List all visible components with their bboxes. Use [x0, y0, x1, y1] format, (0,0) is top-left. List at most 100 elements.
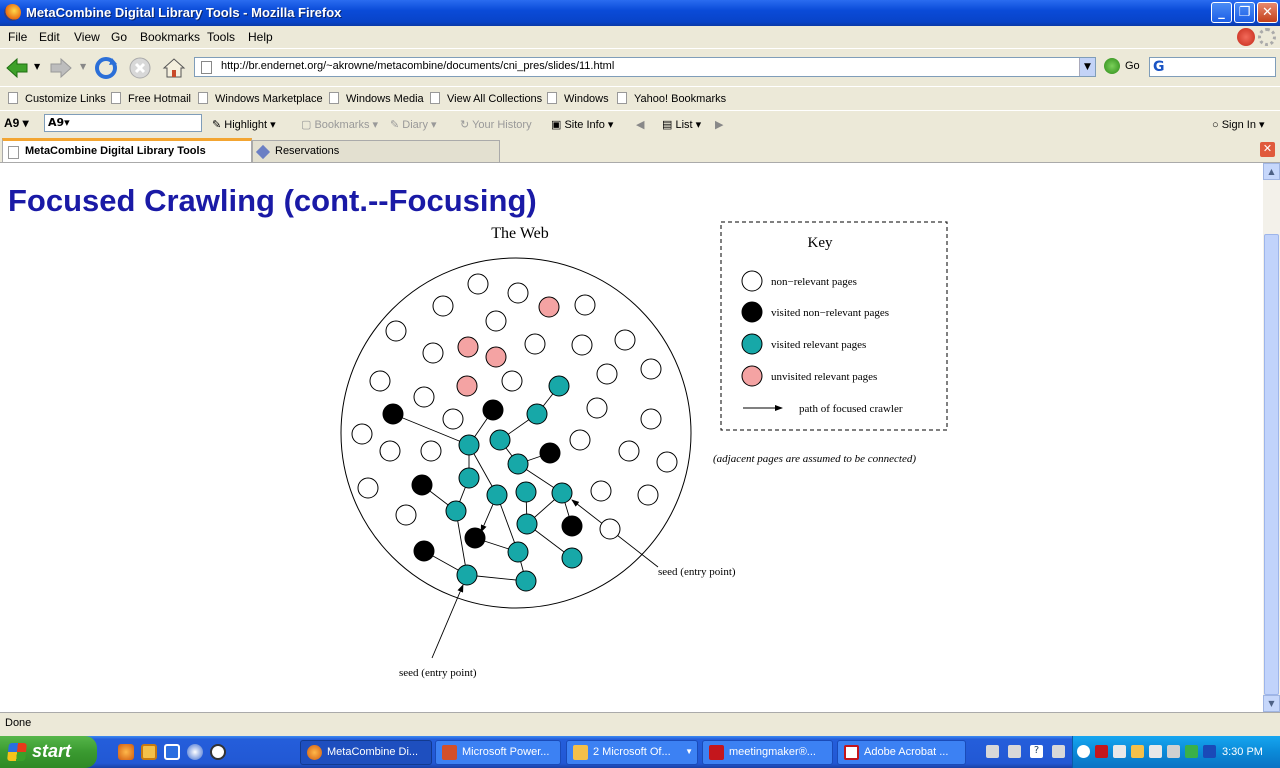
url-bar[interactable]: http://br.endernet.org/~akrowne/metacomb…: [194, 57, 1096, 77]
reload-button[interactable]: [93, 55, 119, 81]
web-label: The Web: [491, 225, 549, 242]
url-dropdown-icon[interactable]: ▼: [1079, 58, 1095, 76]
go-icon[interactable]: [1104, 58, 1120, 74]
next-arrow-icon[interactable]: ▶: [715, 119, 724, 131]
forward-button[interactable]: [48, 55, 74, 81]
scroll-down-icon[interactable]: ▼: [1263, 695, 1280, 712]
menu-tools[interactable]: Tools: [207, 30, 236, 44]
scroll-up-icon[interactable]: ▲: [1263, 163, 1280, 180]
tray-help-icon[interactable]: ?: [1030, 745, 1043, 758]
windows-flag-icon: [7, 743, 27, 761]
close-tab-button[interactable]: ✕: [1260, 142, 1275, 157]
link-yahoo-bookmarks[interactable]: Yahoo! Bookmarks: [617, 92, 726, 105]
diary-button[interactable]: ✎ Diary ▾: [390, 119, 437, 131]
site-info-button[interactable]: ▣ Site Info ▾: [551, 119, 614, 131]
menu-bookmarks[interactable]: Bookmarks: [140, 30, 201, 44]
link-view-all-collections[interactable]: View All Collections: [430, 92, 542, 105]
task-firefox[interactable]: MetaCombine Di...: [300, 740, 432, 765]
nonrelevant-page-node: [385, 320, 407, 342]
forward-dropdown-icon[interactable]: ▼: [80, 62, 87, 71]
tray-display-icon[interactable]: [1167, 745, 1180, 758]
link-windows-marketplace[interactable]: Windows Marketplace: [198, 92, 323, 105]
menu-edit[interactable]: Edit: [39, 30, 60, 44]
google-search-icon[interactable]: G: [1153, 59, 1165, 75]
task-meetingmaker[interactable]: meetingmaker®...: [702, 740, 833, 765]
prev-arrow-icon[interactable]: ◀: [636, 119, 645, 131]
media-quicklaunch-icon[interactable]: [187, 744, 203, 760]
visited-nonrelevant-node: [561, 515, 583, 537]
menu-file[interactable]: File: [8, 30, 28, 44]
yahoo-logo-icon[interactable]: A9 ▾: [4, 116, 29, 130]
go-button[interactable]: Go: [1125, 60, 1140, 72]
nonrelevant-page-node: [485, 310, 507, 332]
tab-metacombine[interactable]: MetaCombine Digital Library Tools: [2, 138, 252, 162]
close-button[interactable]: ✕: [1257, 2, 1278, 23]
focused-crawling-diagram: The Web: [340, 221, 948, 679]
nonrelevant-page-node: [422, 342, 444, 364]
tray-network-icon[interactable]: [1095, 745, 1108, 758]
task-outlook-group[interactable]: 2 Microsoft Of... ▼: [566, 740, 698, 765]
history-button[interactable]: ↻ Your History: [460, 119, 532, 131]
menu-view[interactable]: View: [74, 30, 100, 44]
nonrelevant-page-node: [507, 282, 529, 304]
list-button[interactable]: ▤ List ▾: [662, 119, 702, 131]
seed-label-bottom: seed (entry point): [399, 667, 477, 679]
nonrelevant-page-node: [432, 295, 454, 317]
search-engine-icon[interactable]: A9▾: [48, 116, 70, 129]
link-windows[interactable]: Windows: [547, 92, 609, 105]
visited-relevant-node: [456, 564, 478, 586]
tray-window-icon[interactable]: [1052, 745, 1065, 758]
menu-go[interactable]: Go: [111, 30, 128, 44]
link-free-hotmail[interactable]: Free Hotmail: [111, 92, 191, 105]
nonrelevant-page-node: [596, 363, 618, 385]
tray-tool-icon[interactable]: [986, 745, 999, 758]
stop-button[interactable]: [127, 55, 153, 81]
sign-in-button[interactable]: ○ Sign In ▾: [1212, 119, 1265, 131]
minimize-button[interactable]: _: [1211, 2, 1232, 23]
task-powerpoint[interactable]: Microsoft Power...: [435, 740, 561, 765]
calendar-quicklaunch-icon[interactable]: [141, 744, 157, 760]
tray-battery-icon[interactable]: [1203, 745, 1216, 758]
vertical-scrollbar[interactable]: ▲ ▼: [1263, 163, 1280, 712]
clock: 3:30 PM: [1222, 746, 1263, 758]
unvisited-relevant-node: [485, 346, 507, 368]
home-button[interactable]: [161, 55, 187, 81]
tray-expand-icon[interactable]: [1077, 745, 1090, 758]
office-icon: [573, 745, 588, 760]
nonrelevant-page-node: [413, 386, 435, 408]
maximize-button[interactable]: ❐: [1234, 2, 1255, 23]
visited-relevant-node: [561, 547, 583, 569]
visited-relevant-node: [507, 541, 529, 563]
tray-volume-icon[interactable]: [1113, 745, 1126, 758]
tray-printer-icon[interactable]: [1149, 745, 1162, 758]
bookmarks-button[interactable]: ▢ Bookmarks ▾: [301, 119, 379, 131]
highlight-button[interactable]: ✎ Highlight ▾: [212, 119, 276, 131]
visited-relevant-node: [551, 482, 573, 504]
tray-calendar-icon[interactable]: [1131, 745, 1144, 758]
visited-relevant-node: [458, 434, 480, 456]
url-text[interactable]: http://br.endernet.org/~akrowne/metacomb…: [221, 60, 615, 72]
ie-quicklaunch-icon[interactable]: [164, 744, 180, 760]
firefox-quicklaunch-icon[interactable]: [118, 744, 134, 760]
menu-help[interactable]: Help: [248, 30, 273, 44]
page-icon: [8, 146, 19, 159]
nonrelevant-page-node: [590, 480, 612, 502]
tray-monitor-icon[interactable]: [1008, 745, 1021, 758]
link-windows-media[interactable]: Windows Media: [329, 92, 424, 105]
windows-taskbar: start MetaCombine Di... Microsoft Power.…: [0, 736, 1280, 768]
back-button[interactable]: [4, 55, 30, 81]
start-button[interactable]: start: [0, 736, 97, 768]
tray-app-icon[interactable]: [1185, 745, 1198, 758]
visited-relevant-node: [507, 453, 529, 475]
link-customize-links[interactable]: Customize Links: [8, 92, 106, 105]
toolbar-search-input[interactable]: A9▾: [44, 114, 202, 132]
back-dropdown-icon[interactable]: ▼: [34, 62, 41, 71]
clock-quicklaunch-icon[interactable]: [210, 744, 226, 760]
scroll-thumb[interactable]: [1264, 234, 1279, 695]
adjacency-note: (adjacent pages are assumed to be connec…: [713, 453, 916, 465]
search-input[interactable]: G: [1149, 57, 1276, 77]
nonrelevant-page-node: [614, 329, 636, 351]
tab-reservations[interactable]: Reservations: [252, 140, 500, 162]
acrobat-icon: [844, 745, 859, 760]
task-acrobat[interactable]: Adobe Acrobat ...: [837, 740, 966, 765]
